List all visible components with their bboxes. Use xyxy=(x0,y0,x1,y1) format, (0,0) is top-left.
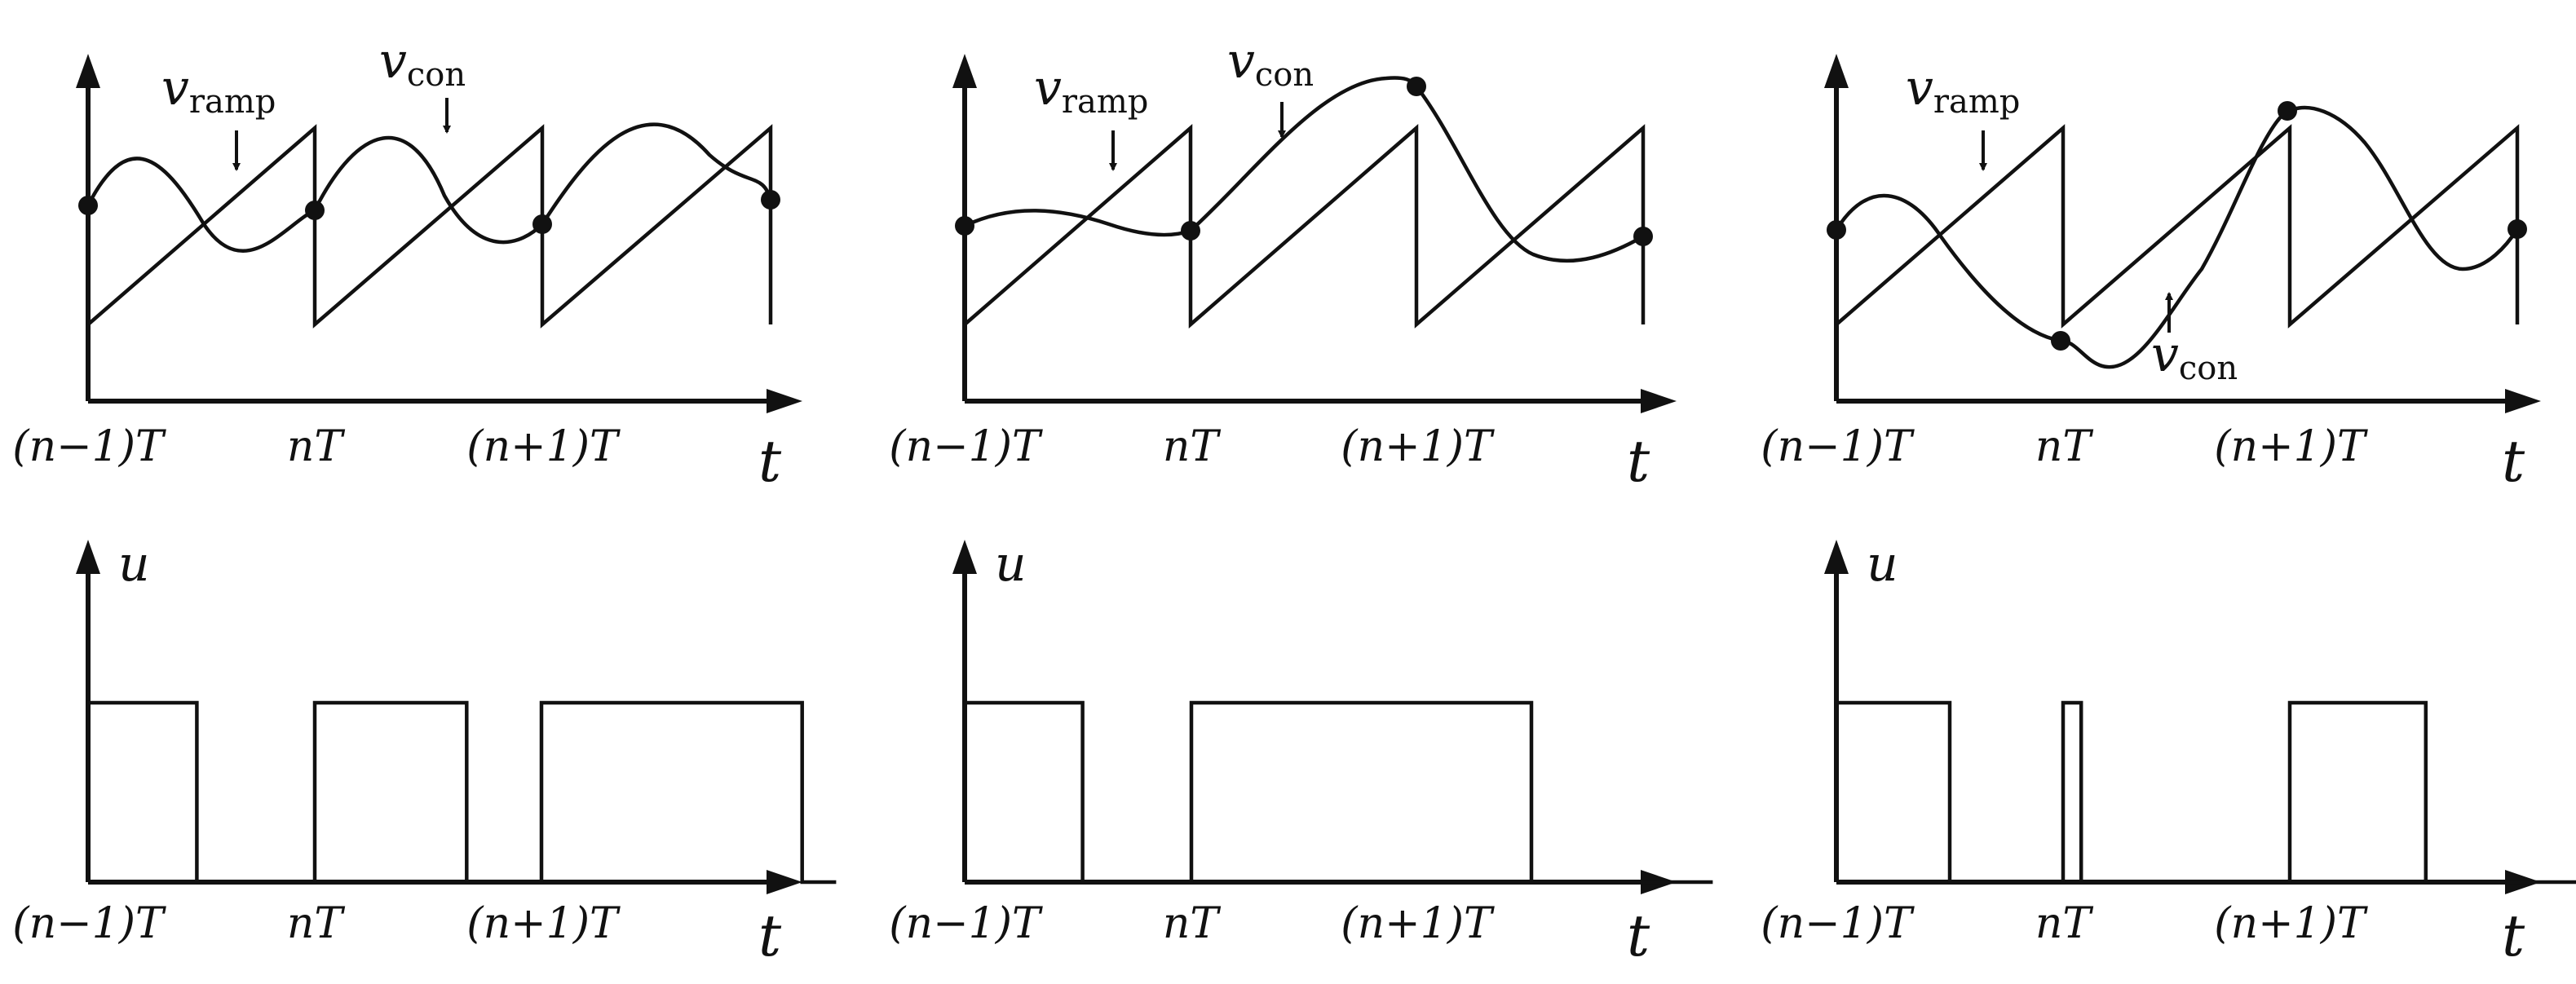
tick-label-n-plus-1: (n+1)T xyxy=(1341,422,1495,471)
sample-point xyxy=(1633,227,1653,246)
control-label: vcon xyxy=(1227,33,1314,94)
tick-label-n-plus-1: (n+1)T xyxy=(2214,899,2368,948)
tick-label-n-plus-1: (n+1)T xyxy=(466,899,621,948)
tick-label-n: nT xyxy=(1163,899,1221,948)
time-axis-arrowhead xyxy=(1641,389,1677,413)
ramp-signal xyxy=(86,124,773,329)
pwm-output-signal xyxy=(962,700,1713,885)
time-axis-arrowhead xyxy=(767,389,802,413)
time-axis-label: t xyxy=(1627,902,1650,969)
pwm-output-signal xyxy=(86,700,837,885)
ramp-label: vramp xyxy=(161,60,276,121)
sample-point xyxy=(78,196,98,215)
ramp-label: vramp xyxy=(1034,60,1148,121)
output-axis-label: u xyxy=(118,536,150,593)
ramp-signal xyxy=(1835,124,2520,329)
panel-right: vramp vcon (n−1)T nT (n+1)T t u (n−1)T n… xyxy=(1761,54,2576,969)
tick-label-n-minus-1: (n−1)T xyxy=(12,422,166,471)
control-signal xyxy=(86,122,773,253)
output-axis-label: u xyxy=(995,536,1027,593)
tick-label-n: nT xyxy=(2035,422,2093,471)
sample-point xyxy=(955,216,974,236)
bottom-plot-middle: u (n−1)T nT (n+1)T t xyxy=(889,536,1713,969)
time-axis-label: t xyxy=(2502,428,2525,495)
output-axis-label: u xyxy=(1867,536,1898,593)
sample-point xyxy=(1407,77,1426,96)
vertical-axis-arrowhead xyxy=(1824,54,1849,88)
tick-label-n: nT xyxy=(2035,899,2093,948)
top-plot-middle: vramp vcon (n−1)T nT (n+1)T t xyxy=(889,33,1677,495)
time-axis-label: t xyxy=(758,902,782,969)
ramp-signal xyxy=(963,124,1646,329)
panel-left: vramp vcon (n−1)T nT (n+1)T t u (n−1)T n… xyxy=(12,33,837,969)
vertical-axis-arrowhead xyxy=(1824,540,1849,574)
bottom-plot-right: u (n−1)T nT (n+1)T t xyxy=(1761,536,2576,969)
tick-label-n-plus-1: (n+1)T xyxy=(2214,422,2368,471)
sample-point xyxy=(1181,221,1200,240)
top-plot-left: vramp vcon (n−1)T nT (n+1)T t xyxy=(12,33,802,495)
control-label: vcon xyxy=(379,33,466,94)
control-signal xyxy=(1835,105,2519,369)
tick-label-n-minus-1: (n−1)T xyxy=(12,899,166,948)
ramp-label: vramp xyxy=(1906,60,2020,121)
vertical-axis-arrowhead xyxy=(952,540,977,574)
tick-label-n-minus-1: (n−1)T xyxy=(889,422,1043,471)
sample-point xyxy=(1827,220,1846,240)
vertical-axis-arrowhead xyxy=(76,540,100,574)
time-axis-arrowhead xyxy=(767,870,802,894)
sample-point xyxy=(532,214,552,234)
tick-label-n-minus-1: (n−1)T xyxy=(1761,899,1915,948)
time-axis-label: t xyxy=(2502,902,2525,969)
sample-point xyxy=(2278,101,2297,121)
vertical-axis-arrowhead xyxy=(76,54,100,88)
panel-middle: vramp vcon (n−1)T nT (n+1)T t u (n−1)T n… xyxy=(889,33,1713,969)
sample-point xyxy=(761,190,780,210)
control-label: vcon xyxy=(2151,326,2238,387)
tick-label-n: nT xyxy=(287,899,345,948)
bottom-plot-left: u (n−1)T nT (n+1)T t xyxy=(12,536,837,969)
tick-label-n-plus-1: (n+1)T xyxy=(466,422,621,471)
control-signal xyxy=(964,76,1645,263)
tick-label-n: nT xyxy=(287,422,345,471)
sample-point xyxy=(2051,331,2070,351)
tick-label-n: nT xyxy=(1163,422,1221,471)
tick-label-n-minus-1: (n−1)T xyxy=(889,899,1043,948)
vertical-axis-arrowhead xyxy=(952,54,977,88)
top-plot-right: vramp vcon (n−1)T nT (n+1)T t xyxy=(1761,54,2541,495)
sample-point xyxy=(2508,219,2527,239)
sample-point xyxy=(305,201,325,220)
time-axis-arrowhead xyxy=(2505,389,2541,413)
pwm-output-signal xyxy=(1834,700,2576,885)
tick-label-n-minus-1: (n−1)T xyxy=(1761,422,1915,471)
time-axis-label: t xyxy=(758,428,782,495)
tick-label-n-plus-1: (n+1)T xyxy=(1341,899,1495,948)
time-axis-label: t xyxy=(1627,428,1650,495)
